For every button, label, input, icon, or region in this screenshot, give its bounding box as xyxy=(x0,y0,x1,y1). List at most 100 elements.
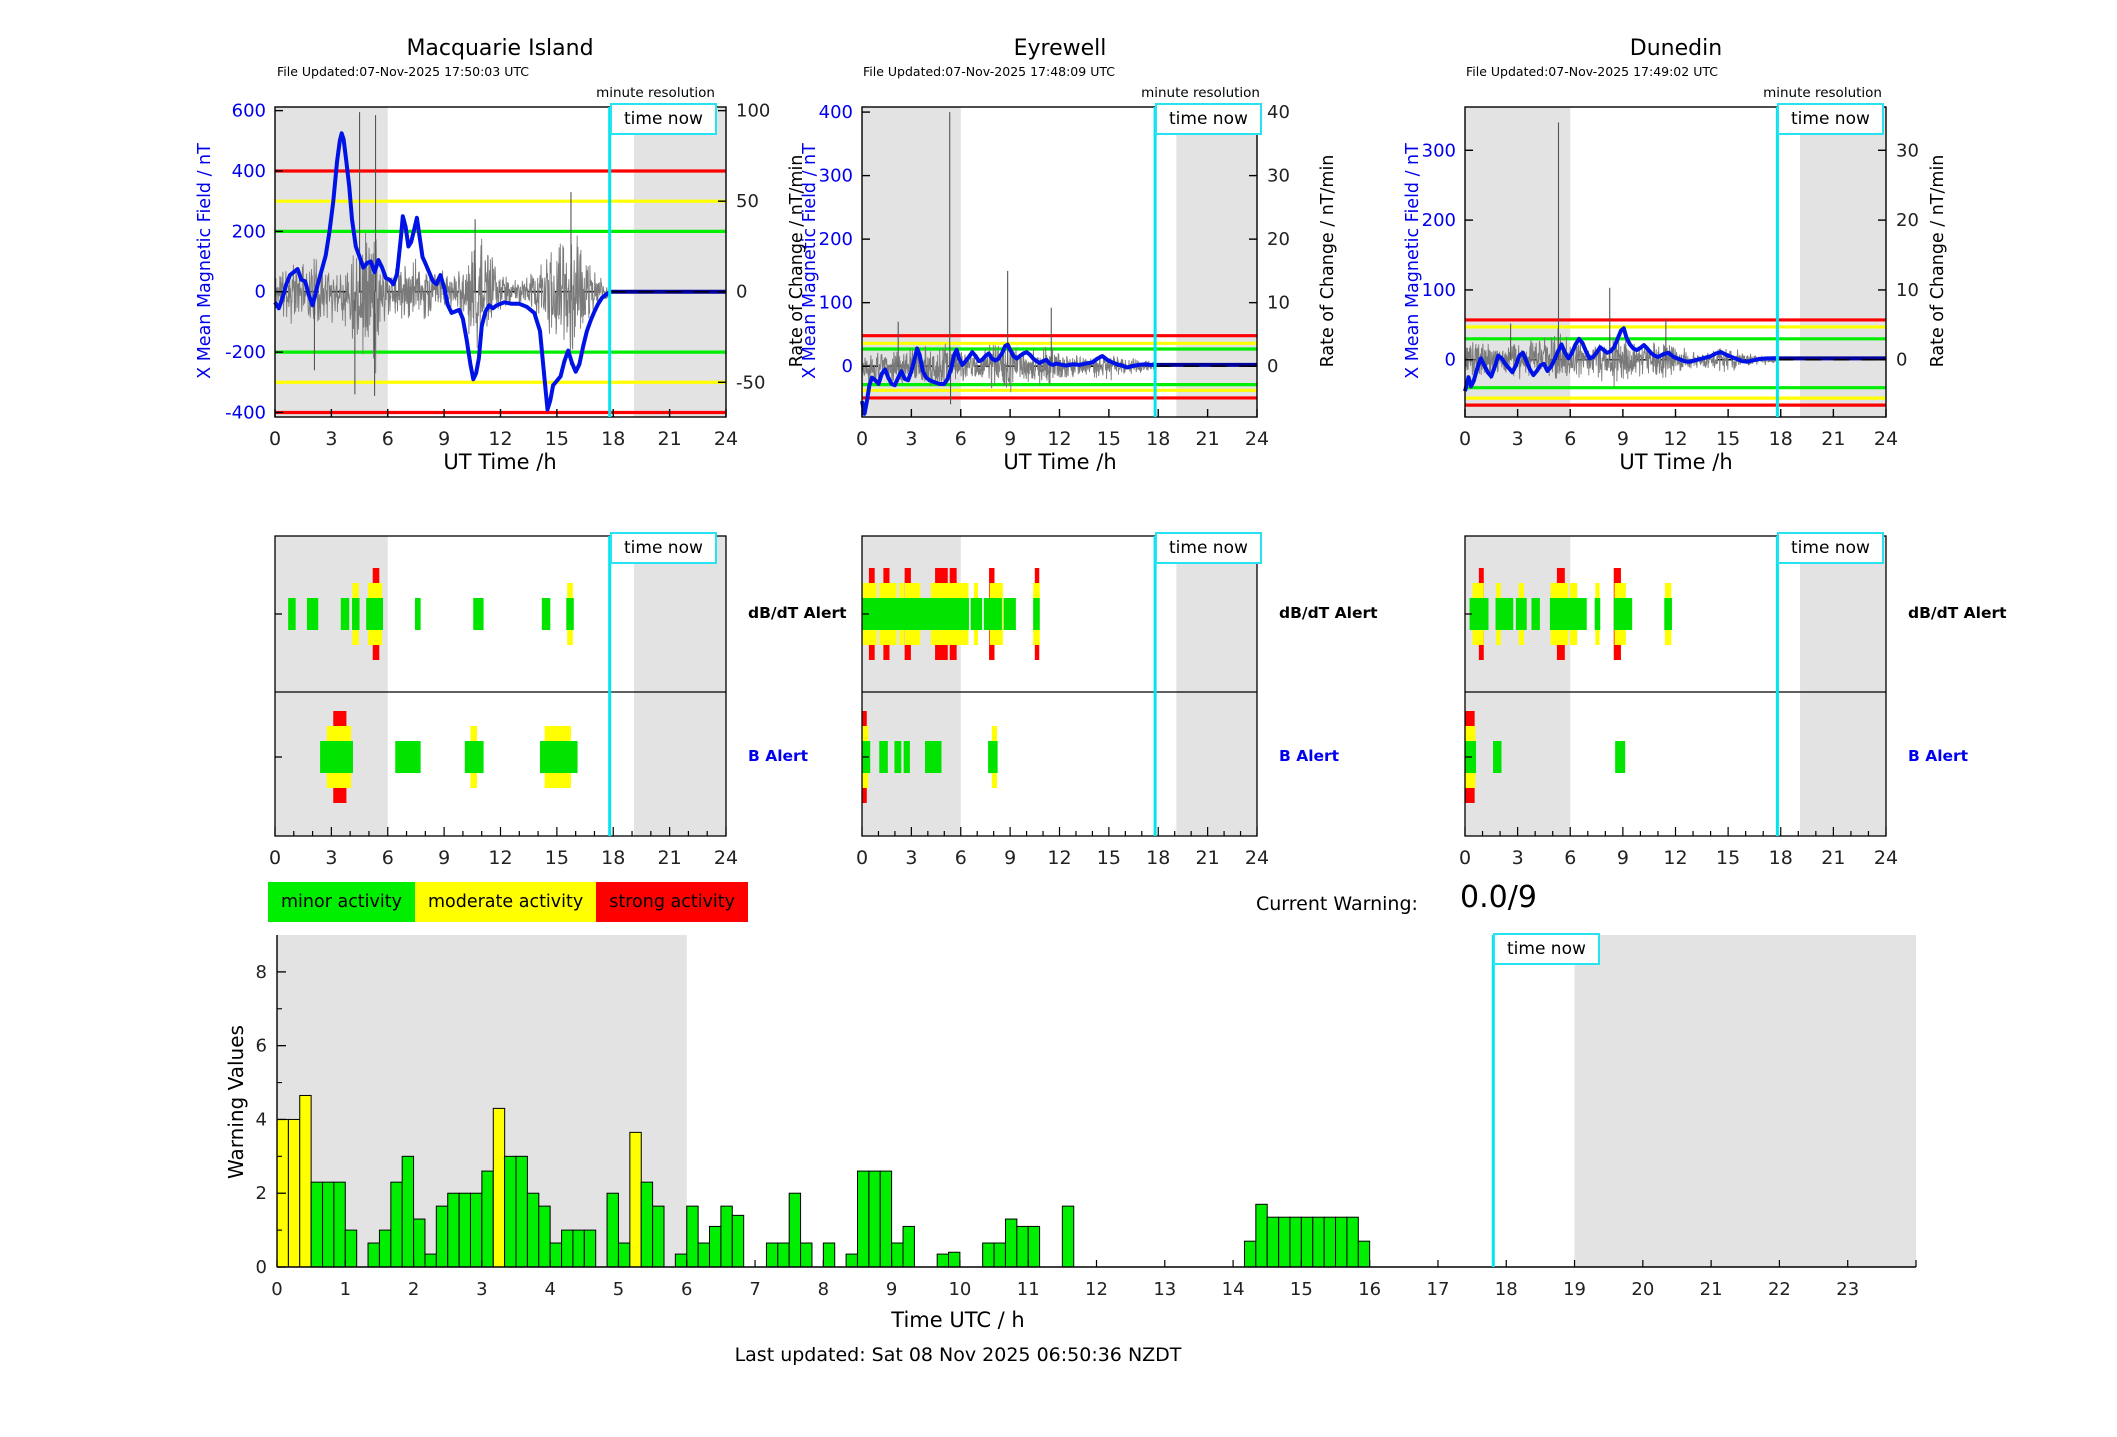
warning-bar xyxy=(800,1242,813,1268)
alert-bar-sev1 xyxy=(288,598,296,630)
time-now-box: time now xyxy=(1777,103,1884,135)
svg-text:30: 30 xyxy=(1267,166,1290,187)
x-axis-label: UT Time /h xyxy=(1003,450,1117,474)
station-title-eyrewell: Eyrewell xyxy=(1013,36,1107,61)
svg-text:19: 19 xyxy=(1563,1279,1586,1300)
threshold-lines xyxy=(862,334,1257,400)
alert-bar-sev1 xyxy=(1664,598,1672,630)
svg-text:18: 18 xyxy=(601,428,625,450)
warning-bar xyxy=(435,1205,449,1268)
warning-bar xyxy=(401,1155,415,1268)
warning-bar xyxy=(390,1181,403,1268)
warning-bar xyxy=(606,1192,619,1268)
svg-text:3: 3 xyxy=(476,1279,487,1300)
warning-bar xyxy=(982,1242,995,1268)
svg-text:2: 2 xyxy=(408,1279,419,1300)
svg-text:24: 24 xyxy=(1245,428,1269,450)
svg-text:9: 9 xyxy=(438,428,450,450)
warning-bar xyxy=(458,1192,472,1268)
axes-ticks: 0 3 6 9 12 15 18 21 24 xyxy=(269,827,738,869)
warning-bar xyxy=(879,1170,893,1268)
file-updated-dunedin: File Updated:07-Nov-2025 17:49:02 UTC xyxy=(1466,64,1718,79)
svg-text:300: 300 xyxy=(819,166,853,187)
warning-bar xyxy=(845,1253,858,1268)
svg-text:9: 9 xyxy=(1004,428,1016,450)
warning-bar xyxy=(1255,1203,1268,1268)
svg-text:6: 6 xyxy=(1564,847,1576,869)
svg-text:21: 21 xyxy=(1821,847,1845,869)
axes-ticks: 0 3 6 9 12 15 18 21 24 xyxy=(856,827,1269,869)
svg-text:15: 15 xyxy=(1097,428,1121,450)
alert-bar-sev1 xyxy=(1495,598,1514,630)
svg-text:6: 6 xyxy=(382,428,394,450)
alert-bar-sev1 xyxy=(566,598,574,630)
svg-text:21: 21 xyxy=(1196,428,1220,450)
field-series xyxy=(1463,326,1778,392)
svg-text:18: 18 xyxy=(1495,1279,1518,1300)
warning-bar xyxy=(515,1155,528,1268)
alert-bar-sev1 xyxy=(1003,598,1016,630)
svg-text:100: 100 xyxy=(1422,280,1456,301)
warning-bar xyxy=(936,1253,950,1268)
svg-text:6: 6 xyxy=(681,1279,692,1300)
svg-text:400: 400 xyxy=(232,161,266,182)
svg-text:10: 10 xyxy=(1267,293,1290,314)
warning-bar xyxy=(686,1205,699,1268)
svg-text:0: 0 xyxy=(271,1279,282,1300)
y-axis-label-rate: Rate of Change / nT/min xyxy=(1318,154,1338,368)
svg-text:600: 600 xyxy=(232,101,266,122)
svg-text:0: 0 xyxy=(1445,350,1456,371)
warning-bar xyxy=(344,1229,358,1268)
svg-text:21: 21 xyxy=(658,428,682,450)
x-axis-label: UT Time /h xyxy=(443,450,557,474)
alert-bar-sev1 xyxy=(988,741,998,773)
data-gap-bands xyxy=(1465,107,1886,417)
alert-bar-sev1 xyxy=(879,741,888,773)
warning-bars xyxy=(276,1094,1371,1268)
noise-spikes xyxy=(1510,122,1667,360)
svg-text:200: 200 xyxy=(1422,210,1456,231)
svg-text:6: 6 xyxy=(1564,428,1576,450)
axes-ticks: 0 3 6 9 12 15 18 21 24 600 400 200 0 -200 -400 100 50 0 -5… xyxy=(225,101,770,450)
y-axis-label-field: X Mean Magnetic Field / nT xyxy=(195,143,215,379)
dbdt-alert-label: dB/dT Alert xyxy=(1908,604,2007,622)
alert-bar-sev1 xyxy=(1615,741,1626,773)
svg-text:40: 40 xyxy=(1267,102,1290,123)
time-now-box: time now xyxy=(610,532,717,564)
svg-text:0: 0 xyxy=(842,356,853,377)
warning-bar xyxy=(1016,1225,1029,1268)
svg-text:12: 12 xyxy=(1085,1279,1108,1300)
svg-text:4: 4 xyxy=(544,1279,555,1300)
x-axis-label: UT Time /h xyxy=(1619,450,1733,474)
svg-text:18: 18 xyxy=(1146,847,1170,869)
warning-bar xyxy=(1243,1240,1257,1268)
warning-bar xyxy=(948,1251,961,1268)
svg-text:0: 0 xyxy=(856,428,868,450)
svg-text:3: 3 xyxy=(1512,428,1524,450)
warning-bar xyxy=(777,1242,790,1268)
time-now-box: time now xyxy=(1155,532,1262,564)
svg-text:2: 2 xyxy=(256,1183,267,1204)
field-series xyxy=(273,131,611,412)
resolution-label: minute resolution xyxy=(596,85,715,101)
alert-bar-sev1 xyxy=(464,741,484,773)
resolution-label: minute resolution xyxy=(1141,85,1260,101)
time-now-box: time now xyxy=(1777,532,1884,564)
warning-bar xyxy=(1061,1205,1075,1268)
warning-bar xyxy=(1004,1218,1018,1268)
svg-text:9: 9 xyxy=(1004,847,1016,869)
warning-bar xyxy=(902,1225,915,1268)
legend-minor-activity: minor activity xyxy=(268,882,415,922)
alert-bar-sev1 xyxy=(1493,741,1502,773)
last-updated-text: Last updated: Sat 08 Nov 2025 06:50:36 N… xyxy=(734,1344,1182,1366)
svg-text:6: 6 xyxy=(382,847,394,869)
warning-bar xyxy=(1278,1216,1291,1268)
svg-text:-50: -50 xyxy=(736,372,765,393)
svg-text:0: 0 xyxy=(856,847,868,869)
alert-row-b xyxy=(1465,711,1626,803)
svg-text:1: 1 xyxy=(340,1279,351,1300)
svg-text:9: 9 xyxy=(1617,847,1629,869)
warning-bar xyxy=(1346,1216,1359,1268)
